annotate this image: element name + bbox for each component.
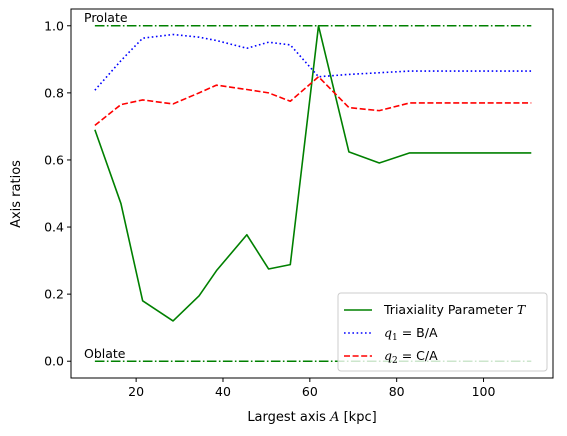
y-axis-label: Axis ratios [9, 160, 24, 228]
y-tick-label: 1.0 [44, 18, 64, 33]
legend-label-triaxiality: Triaxiality Parameter T [383, 302, 527, 317]
oblate-annotation: Oblate [84, 346, 126, 361]
legend: Triaxiality Parameter T q1 = B/A q2 = C/… [338, 293, 547, 371]
x-tick-label: 20 [128, 384, 144, 399]
x-axis-label: Largest axis A [kpc] [247, 410, 376, 425]
x-tick-label: 40 [215, 384, 231, 399]
y-tick-label: 0.2 [44, 287, 64, 302]
x-tick-label: 100 [472, 384, 496, 399]
y-tick-label: 0.4 [44, 220, 64, 235]
y-axis-ticks: 0.0 0.2 0.4 0.6 0.8 1.0 [44, 18, 71, 368]
prolate-annotation: Prolate [84, 10, 128, 25]
y-tick-label: 0.0 [44, 354, 64, 369]
y-tick-label: 0.6 [44, 152, 64, 167]
y-tick-label: 0.8 [44, 85, 64, 100]
x-tick-label: 60 [302, 384, 318, 399]
x-axis-ticks: 20 40 60 80 100 [128, 378, 495, 399]
x-tick-label: 80 [389, 384, 405, 399]
